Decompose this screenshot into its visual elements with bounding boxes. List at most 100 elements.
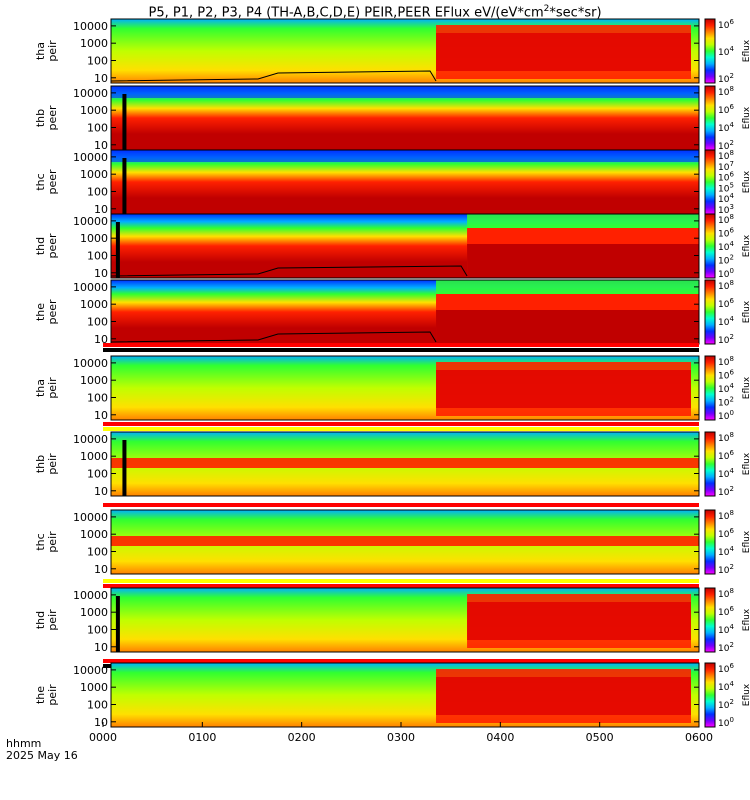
y-tick-label: 1000 <box>80 104 108 117</box>
x-axis-label: hhmm 2025 May 16 <box>6 738 78 762</box>
data-gap <box>122 158 127 214</box>
low-flux-band <box>111 150 699 162</box>
status-bar <box>103 659 699 663</box>
colorbar-tick-label: 106 <box>718 662 734 675</box>
high-flux-core <box>467 602 691 640</box>
colorbar <box>704 355 716 421</box>
colorbar <box>704 149 716 215</box>
y-tick-label: 1000 <box>80 374 108 387</box>
y-tick-label: 1000 <box>80 528 108 541</box>
colorbar-tick-label: 100 <box>718 716 734 729</box>
x-axis-label-date: 2025 May 16 <box>6 749 78 762</box>
colorbar-label: Eflux <box>742 683 750 706</box>
x-tick-label: 0200 <box>288 731 316 744</box>
x-tick-label: 0300 <box>387 731 415 744</box>
colorbar-label: Eflux <box>742 452 750 475</box>
panel-frame <box>110 355 700 421</box>
high-flux-core <box>467 244 699 278</box>
panel-label: thc <box>34 533 47 550</box>
colorbar-tick-label: 108 <box>718 587 734 600</box>
panel-label: peir <box>46 531 59 553</box>
y-tick-label: 10 <box>94 72 108 85</box>
y-tick-label: 10 <box>94 563 108 576</box>
high-energy-band <box>436 280 699 294</box>
x-tick-label: 0600 <box>685 731 713 744</box>
data-gap <box>122 94 127 150</box>
peak-flux-band <box>111 536 699 546</box>
panel-label: peer <box>46 169 59 195</box>
y-tick-label: 10000 <box>73 589 108 602</box>
boundary-curve <box>110 331 437 343</box>
colorbar-tick-label: 102 <box>718 333 734 346</box>
panel-label: tha <box>34 379 47 397</box>
status-bar <box>103 422 699 426</box>
colorbar-tick-label: 106 <box>718 227 734 240</box>
colorbar-label: Eflux <box>742 39 750 62</box>
status-bar <box>103 343 699 347</box>
colorbar-tick-label: 102 <box>718 641 734 654</box>
colorbar-tick-label: 106 <box>718 449 734 462</box>
panel-label: the <box>34 686 47 704</box>
colorbar-tick-label: 108 <box>718 85 734 98</box>
colorbar <box>704 213 716 279</box>
chart-title: P5, P1, P2, P3, P4 (TH-A,B,C,D,E) PEIR,P… <box>148 4 602 21</box>
data-gap <box>115 222 120 278</box>
colorbar-tick-label: 104 <box>718 623 734 636</box>
status-bar <box>103 348 699 352</box>
y-tick-label: 1000 <box>80 232 108 245</box>
high-energy-band <box>467 214 699 228</box>
colorbar-label: Eflux <box>742 376 750 399</box>
panel-label: peer <box>46 233 59 259</box>
panel-label: peir <box>46 40 59 62</box>
y-tick-label: 100 <box>87 54 108 67</box>
y-tick-label: 100 <box>87 391 108 404</box>
x-tick-label: 0500 <box>586 731 614 744</box>
panel-label: the <box>34 303 47 321</box>
y-tick-label: 10000 <box>73 151 108 164</box>
panel-frame <box>110 18 700 84</box>
y-tick-label: 1000 <box>80 606 108 619</box>
high-flux-core <box>436 677 691 715</box>
x-axis-label-hhmm: hhmm <box>6 737 42 750</box>
panel-label: peir <box>46 609 59 631</box>
colorbar-tick-label: 106 <box>718 527 734 540</box>
panel-label: peir <box>46 453 59 475</box>
y-tick-label: 100 <box>87 249 108 262</box>
colorbar <box>704 18 716 84</box>
status-bar <box>103 503 699 507</box>
peak-flux-band <box>111 458 699 468</box>
status-bar <box>103 579 699 583</box>
y-tick-label: 1000 <box>80 37 108 50</box>
y-tick-label: 10000 <box>73 87 108 100</box>
panel-label: peir <box>46 377 59 399</box>
colorbar-tick-label: 102 <box>718 485 734 498</box>
status-bar <box>103 427 699 431</box>
y-tick-label: 10 <box>94 409 108 422</box>
colorbar-tick-label: 104 <box>718 545 734 558</box>
colorbar-label: Eflux <box>742 608 750 631</box>
colorbar-tick-label: 108 <box>718 431 734 444</box>
colorbar-tick-label: 100 <box>718 409 734 422</box>
y-tick-label: 10 <box>94 333 108 346</box>
colorbar-tick-label: 108 <box>718 355 734 368</box>
panel-label: peir <box>46 684 59 706</box>
colorbar-tick-label: 106 <box>718 18 734 31</box>
colorbar-tick-label: 108 <box>718 509 734 522</box>
panel-frame <box>110 213 700 279</box>
colorbar-tick-label: 106 <box>718 103 734 116</box>
colorbar-label: Eflux <box>742 170 750 193</box>
colorbar <box>704 279 716 345</box>
y-tick-label: 1000 <box>80 681 108 694</box>
y-tick-label: 1000 <box>80 298 108 311</box>
colorbar <box>704 662 716 728</box>
panel-label: thb <box>34 109 47 127</box>
colorbar-tick-label: 106 <box>718 605 734 618</box>
colorbar-tick-label: 104 <box>718 467 734 480</box>
data-gap <box>122 440 127 496</box>
y-tick-label: 10 <box>94 139 108 152</box>
colorbar-tick-label: 102 <box>718 72 734 85</box>
panel-label: peer <box>46 105 59 131</box>
colorbar <box>704 431 716 497</box>
data-gap <box>115 596 120 652</box>
colorbar-tick-label: 104 <box>718 45 734 58</box>
